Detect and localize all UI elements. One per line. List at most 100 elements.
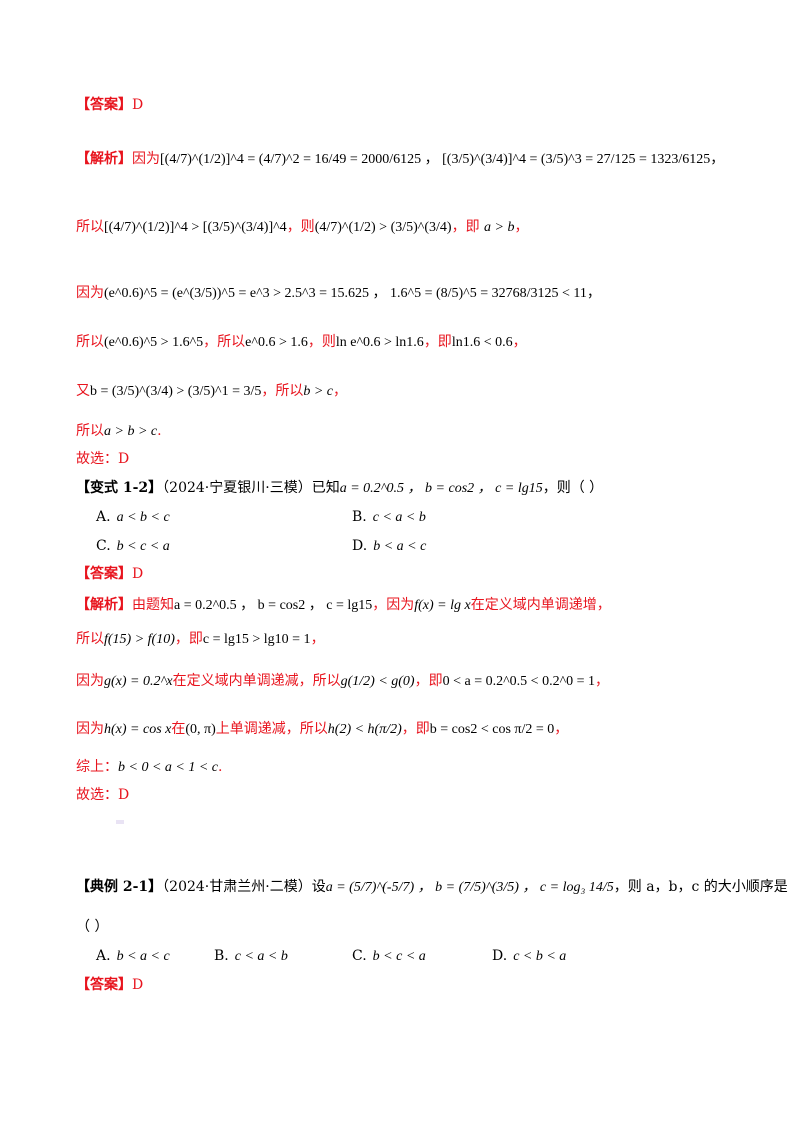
- text-segment: 在定义域内单调递减，所以: [172, 673, 341, 689]
- text-segment: ，所以: [203, 334, 246, 350]
- analysis-line: 因为h(x) = cos x在(0, π)上单调递减，所以h(2) < h(π/…: [76, 720, 568, 739]
- option-formula: b < a < c: [373, 539, 427, 554]
- text-segment: ，即: [451, 219, 480, 235]
- answer-tag: 【答案】: [76, 977, 132, 993]
- formula: 0 < a = 0.2^0.5 < 0.2^0 = 1: [442, 674, 596, 689]
- option-c: C. b < c < a: [352, 947, 426, 966]
- text-segment: .: [157, 423, 162, 439]
- option-label: B.: [214, 948, 229, 964]
- analysis-line: 所以f(15) > f(10)，即c = lg15 > lg10 = 1，: [76, 630, 325, 649]
- option-formula: c < a < b: [372, 510, 426, 525]
- option-c: C. b < c < a: [96, 537, 170, 556]
- formula: b < 0 < a < 1 < c: [118, 760, 219, 775]
- answer-value: D: [132, 97, 144, 113]
- option-label: C.: [96, 538, 111, 554]
- analysis-line: 综上：b < 0 < a < 1 < c.: [76, 758, 222, 777]
- formula: g(1/2) < g(0): [340, 674, 415, 689]
- text-segment: 又: [76, 383, 90, 399]
- choice-line: 故选：D: [76, 451, 130, 467]
- option-label: A.: [96, 948, 111, 964]
- option-label: C.: [352, 948, 367, 964]
- formula: b > c: [303, 384, 334, 399]
- answer-tag: 【答案】: [76, 97, 132, 113]
- formula: a = (5/7)^(-5/7) ， b = (7/5)^(3/5) ， c =…: [325, 880, 614, 895]
- option-label: D.: [352, 538, 368, 554]
- question-line: 【变式 1-2】（2024·宁夏银川·三模）已知a = 0.2^0.5 ， b …: [76, 479, 603, 498]
- formula: a = 0.2^0.5 ， b = cos2 ， c = lg15: [174, 598, 373, 613]
- text-segment: 因为: [76, 721, 104, 737]
- analysis-line: 因为(e^0.6)^5 = (e^(3/5))^5 = e^3 > 2.5^3 …: [76, 284, 601, 303]
- formula: (0, π): [185, 722, 216, 737]
- analysis-line: 【解析】由题知a = 0.2^0.5 ， b = cos2 ， c = lg15…: [76, 596, 611, 615]
- option-b: B. c < a < b: [214, 947, 288, 966]
- formula: e^0.6 > 1.6: [245, 335, 308, 350]
- formula: h(x) = cos x: [104, 722, 172, 737]
- text-segment: ，即: [401, 721, 430, 737]
- analysis-line: 因为g(x) = 0.2^x在定义域内单调递减，所以g(1/2) < g(0)，…: [76, 672, 609, 691]
- text-segment: ，则: [286, 219, 315, 235]
- text-segment: ，所以: [261, 383, 304, 399]
- answer-line: 【答案】D: [76, 565, 143, 583]
- answer-tag: 【答案】: [76, 566, 132, 582]
- formula: f(15) > f(10): [104, 632, 175, 647]
- formula: (4/7)^(1/2) > (3/5)^(3/4): [314, 220, 452, 235]
- analysis-line: 【解析】因为[(4/7)^(1/2)]^4 = (4/7)^2 = 16/49 …: [76, 150, 724, 169]
- analysis-lead: 因为: [132, 151, 160, 167]
- text-segment: 所以: [76, 423, 104, 439]
- option-formula: b < c < a: [372, 949, 426, 964]
- formula: ln1.6 < 0.6: [451, 335, 513, 350]
- text-segment: ，即: [423, 334, 452, 350]
- text-segment: ，则（ ）: [542, 480, 604, 496]
- answer-value: D: [132, 566, 144, 582]
- text-segment: 上单调递减，所以: [215, 721, 328, 737]
- question-line: 【典例 2-1】（2024·甘肃兰州·二模）设a = (5/7)^(-5/7) …: [76, 878, 788, 897]
- analysis-line: 又b = (3/5)^(3/4) > (3/5)^1 = 3/5，所以b > c…: [76, 382, 347, 401]
- question-tag: 【变式 1-2】: [76, 480, 163, 496]
- formula: (e^0.6)^5 = (e^(3/5))^5 = e^3 > 2.5^3 = …: [104, 286, 601, 301]
- analysis-line: 所以[(4/7)^(1/2)]^4 > [(3/5)^(3/4)]^4，则(4/…: [76, 218, 528, 237]
- text-segment: ，即: [414, 673, 443, 689]
- option-label: B.: [352, 509, 367, 525]
- option-formula: c < a < b: [234, 949, 288, 964]
- text-segment: ，则: [307, 334, 336, 350]
- formula: f(x) = lg x: [414, 598, 471, 613]
- text-segment: 在: [171, 721, 186, 737]
- analysis-line: 所以(e^0.6)^5 > 1.6^5，所以e^0.6 > 1.6，则ln e^…: [76, 333, 527, 352]
- option-a: A. a < b < c: [96, 508, 170, 527]
- choice-line: 故选：D: [76, 787, 130, 803]
- option-a: A. b < a < c: [96, 947, 170, 966]
- answer-line: 【答案】D: [76, 96, 143, 114]
- analysis-tag: 【解析】: [76, 151, 132, 167]
- text-segment: ，: [554, 721, 569, 737]
- formula: a > b: [484, 220, 515, 235]
- text-segment: ，因为: [372, 597, 415, 613]
- text-segment: .: [218, 759, 223, 775]
- analysis-tag: 【解析】: [76, 597, 132, 613]
- option-formula: b < c < a: [116, 539, 170, 554]
- formula: b = cos2 < cos π/2 = 0: [429, 722, 555, 737]
- question-source: （2024·甘肃兰州·二模）设: [162, 879, 326, 895]
- formula: g(x) = 0.2^x: [104, 674, 173, 689]
- option-d: D. b < a < c: [352, 537, 426, 556]
- option-d: D. c < b < a: [492, 947, 566, 966]
- section-heading: [116, 820, 124, 824]
- answer-line: 【答案】D: [76, 976, 143, 994]
- question-tag: 【典例 2-1】: [76, 879, 163, 895]
- text-segment: 由题知: [132, 597, 174, 613]
- text-segment: ，: [333, 383, 348, 399]
- text-segment: 所以: [76, 631, 104, 647]
- text-segment: 因为: [76, 673, 104, 689]
- text-segment: ，: [595, 673, 610, 689]
- formula: a > b > c: [104, 424, 158, 439]
- formula: h(2) < h(π/2): [327, 722, 402, 737]
- formula: c = lg15 > lg10 = 1: [202, 632, 311, 647]
- option-formula: b < a < c: [116, 949, 170, 964]
- option-label: A.: [96, 509, 111, 525]
- option-formula: a < b < c: [116, 510, 170, 525]
- text-segment: ，即: [174, 631, 203, 647]
- option-label: D.: [492, 948, 508, 964]
- question-blank: （ ）: [76, 919, 109, 935]
- formula: b = (3/5)^(3/4) > (3/5)^1 = 3/5: [90, 384, 262, 399]
- formula: [(4/7)^(1/2)]^4 = (4/7)^2 = 16/49 = 2000…: [160, 152, 725, 167]
- analysis-line: 所以a > b > c.: [76, 422, 162, 441]
